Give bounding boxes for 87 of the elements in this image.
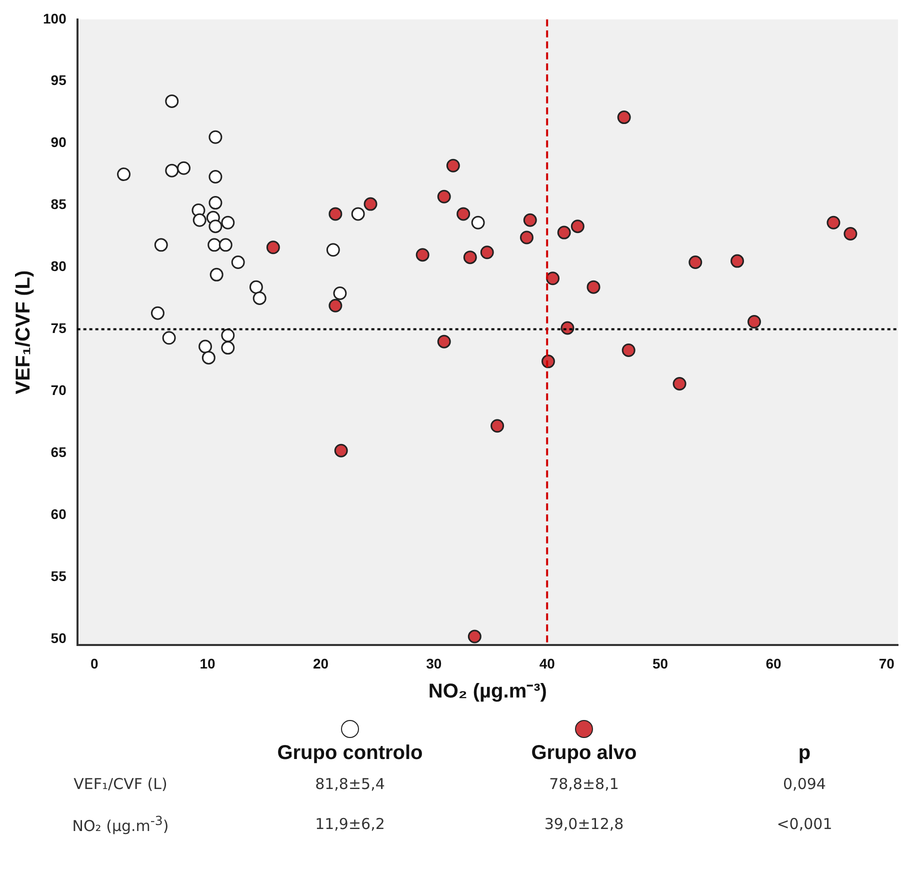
point — [446, 158, 460, 172]
y-axis-title: VEF₁/CVF (L) — [12, 270, 35, 394]
y-tick-label: 85 — [50, 196, 67, 212]
point — [165, 94, 179, 108]
point — [202, 350, 216, 364]
point — [117, 168, 131, 182]
point — [208, 196, 222, 210]
point — [334, 444, 348, 458]
point — [546, 272, 560, 286]
point — [364, 197, 378, 211]
x-tick-label: 10 — [200, 655, 216, 672]
point — [490, 419, 504, 433]
point — [480, 246, 494, 260]
text: NO₂ (µg.m$^{-3}$) — [71, 812, 170, 837]
point — [351, 207, 365, 221]
point — [208, 170, 222, 184]
y-tick-label: 60 — [50, 506, 67, 522]
text: 39,0±12,8 — [543, 814, 625, 835]
point — [210, 268, 224, 282]
point — [826, 216, 840, 230]
point — [198, 340, 212, 354]
point — [437, 334, 451, 348]
point — [456, 207, 470, 221]
point — [208, 220, 222, 234]
point — [165, 164, 179, 178]
text: 78,8±8,1 — [548, 774, 620, 795]
point — [688, 256, 702, 270]
x-tick-label: 40 — [539, 655, 556, 672]
y-tick-label: 90 — [50, 134, 67, 150]
point — [471, 216, 485, 230]
text: <0,001 — [776, 814, 834, 835]
point — [221, 216, 235, 230]
point — [208, 130, 222, 144]
y-tick-label: 50 — [50, 630, 67, 646]
point — [177, 161, 191, 175]
point — [150, 306, 164, 320]
x-tick-label: 0 — [90, 655, 98, 672]
text: 81,8±5,4 — [314, 774, 386, 795]
point — [557, 226, 571, 240]
point — [520, 230, 534, 244]
point — [844, 227, 858, 241]
point — [416, 248, 430, 262]
point — [231, 256, 245, 270]
point — [266, 240, 280, 254]
point — [328, 207, 342, 221]
y-tick-label: 75 — [50, 320, 67, 336]
y-tick-label: 65 — [50, 444, 67, 460]
x-axis-title: NO₂ (µg.m⁻³) — [428, 680, 547, 703]
point — [249, 280, 263, 294]
text: VEF₁/CVF (L) — [72, 774, 168, 795]
point — [468, 630, 482, 644]
point — [162, 331, 176, 345]
legend-label: Grupo alvo — [531, 742, 637, 765]
point — [523, 213, 537, 227]
point — [192, 213, 206, 227]
text: 11,9±6,2 — [314, 814, 386, 835]
point — [672, 376, 686, 390]
point — [221, 341, 235, 355]
point — [326, 243, 340, 257]
y-tick-label: 80 — [50, 258, 67, 274]
point — [586, 280, 600, 294]
point — [328, 298, 342, 312]
point — [221, 328, 235, 342]
x-tick-label: 30 — [426, 655, 442, 672]
point — [252, 291, 266, 305]
point — [218, 238, 232, 252]
y-tick-label: 70 — [50, 382, 67, 398]
point — [730, 254, 744, 268]
point — [617, 110, 631, 124]
legend-label: Grupo controlo — [277, 742, 423, 765]
point — [463, 250, 477, 264]
y-tick-label: 55 — [50, 568, 67, 584]
point — [747, 315, 761, 329]
point — [333, 286, 347, 300]
x-tick-label: 60 — [766, 655, 782, 672]
y-tick-label: 100 — [43, 10, 67, 26]
point — [622, 344, 636, 358]
point — [437, 190, 451, 204]
point — [570, 220, 584, 234]
point — [208, 238, 222, 252]
text: p — [797, 741, 812, 765]
x-tick-label: 50 — [652, 655, 668, 672]
x-tick-label: 70 — [878, 655, 895, 672]
x-tick-label: 20 — [312, 655, 329, 672]
text: 0,094 — [782, 774, 827, 795]
point — [154, 238, 168, 252]
y-tick-label: 95 — [50, 72, 67, 88]
